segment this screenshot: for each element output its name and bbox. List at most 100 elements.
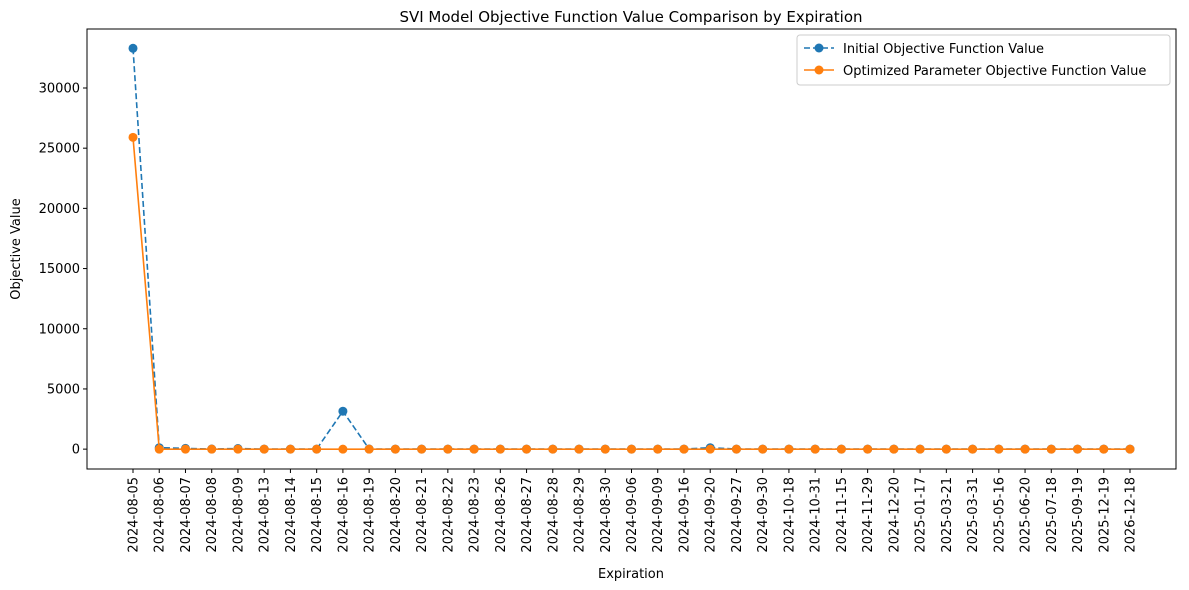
x-tick-label: 2025-01-17: [914, 477, 929, 553]
legend-label-optimized: Optimized Parameter Objective Function V…: [843, 64, 1146, 79]
y-tick-label: 10000: [39, 322, 80, 337]
x-tick-label: 2024-08-07: [179, 477, 194, 553]
x-tick-label: 2024-08-27: [520, 477, 535, 553]
x-tick-label: 2024-08-23: [468, 477, 483, 553]
data-point-optimized: [1020, 444, 1030, 454]
data-point-optimized: [180, 444, 190, 454]
data-point-optimized: [1099, 444, 1109, 454]
x-tick-label: 2024-12-20: [887, 477, 902, 553]
data-point-optimized: [679, 444, 689, 454]
y-tick-label: 20000: [39, 202, 80, 217]
y-tick-label: 5000: [47, 382, 80, 397]
data-point-optimized: [312, 444, 322, 454]
data-point-optimized: [574, 444, 584, 454]
data-point-optimized: [653, 444, 663, 454]
x-axis-title: Expiration: [598, 567, 664, 582]
x-tick-label: 2024-10-31: [809, 477, 824, 553]
x-tick-label: 2024-08-26: [494, 477, 509, 553]
x-tick-label: 2024-08-19: [363, 477, 378, 553]
x-tick-label: 2025-03-31: [966, 477, 981, 553]
data-point-optimized: [731, 444, 741, 454]
data-point-optimized: [1046, 444, 1056, 454]
data-point-optimized: [810, 444, 820, 454]
data-point-optimized: [994, 444, 1004, 454]
x-tick-label: 2024-09-16: [677, 477, 692, 553]
x-tick-label: 2025-03-21: [940, 477, 955, 553]
x-tick-label: 2024-08-05: [127, 477, 142, 553]
data-point-optimized: [259, 444, 269, 454]
data-point-optimized: [600, 444, 610, 454]
legend-entry-optimized: Optimized Parameter Objective Function V…: [804, 64, 1146, 79]
data-point-optimized: [207, 444, 217, 454]
series-layer: [128, 43, 1135, 454]
data-point-optimized: [627, 444, 636, 454]
x-tick-label: 2024-08-06: [153, 477, 168, 553]
data-point-optimized: [233, 444, 243, 454]
x-tick-label: 2025-05-16: [992, 477, 1007, 553]
x-tick-label: 2024-08-30: [599, 477, 614, 553]
data-point-optimized: [154, 444, 164, 454]
data-point-optimized: [390, 444, 400, 454]
data-point-optimized: [469, 444, 479, 454]
data-point-optimized: [863, 444, 873, 454]
y-axis-title: Objective Value: [9, 198, 24, 299]
x-tick-label: 2024-08-08: [205, 477, 220, 553]
data-point-optimized: [705, 444, 715, 454]
data-point-optimized: [968, 444, 978, 454]
x-axis: 2024-08-05 2024-08-06 2024-08-07 2024-08-08…: [127, 469, 1139, 553]
x-tick-label: 2024-08-28: [546, 477, 561, 553]
x-tick-label: 2024-08-16: [336, 477, 351, 553]
data-point-initial: [338, 406, 348, 416]
x-tick-label: 2025-06-20: [1019, 477, 1034, 553]
data-point-optimized: [443, 444, 453, 454]
data-point-optimized: [784, 444, 794, 454]
y-tick-label: 30000: [39, 81, 80, 96]
data-point-optimized: [1125, 444, 1135, 454]
x-tick-label: 2024-09-20: [704, 477, 719, 553]
data-point-optimized: [522, 444, 532, 454]
x-tick-label: 2024-09-27: [730, 477, 745, 553]
data-point-optimized: [128, 132, 138, 142]
x-tick-label: 2024-08-09: [231, 477, 246, 553]
x-tick-label: 2024-08-21: [415, 477, 430, 553]
y-axis: 0 5000 10000 15000 20000 25000 30000: [39, 81, 87, 458]
x-tick-label: 2024-08-29: [573, 477, 588, 553]
data-point-optimized: [836, 444, 846, 454]
data-point-optimized: [548, 444, 558, 454]
chart-title: SVI Model Objective Function Value Compa…: [399, 8, 862, 26]
data-point-optimized: [941, 444, 951, 454]
data-point-optimized: [915, 444, 925, 454]
legend-marker-initial: [814, 43, 824, 53]
plot-area: 0 5000 10000 15000 20000 25000 30000 2024-08-0…: [39, 28, 1177, 553]
x-tick-label: 2024-08-13: [258, 477, 273, 553]
legend-label-initial: Initial Objective Function Value: [843, 42, 1044, 57]
x-tick-label: 2024-11-29: [861, 477, 876, 553]
x-tick-label: 2024-09-30: [756, 477, 771, 553]
data-point-optimized: [364, 444, 374, 454]
data-point-optimized: [758, 444, 768, 454]
data-point-optimized: [285, 444, 295, 454]
y-tick-label: 25000: [39, 142, 80, 157]
data-point-optimized: [338, 444, 348, 454]
x-tick-label: 2024-08-14: [284, 477, 299, 553]
legend: Initial Objective Function Value Optimiz…: [796, 34, 1171, 86]
y-tick-label: 15000: [39, 262, 80, 277]
legend-box: [796, 34, 1171, 86]
data-point-optimized: [495, 444, 505, 454]
x-tick-label: 2024-08-15: [310, 477, 325, 553]
x-tick-label: 2024-08-20: [389, 477, 404, 553]
legend-marker-optimized: [814, 65, 824, 75]
x-tick-label: 2024-08-22: [441, 477, 456, 553]
x-tick-label: 2024-11-15: [835, 477, 850, 553]
x-tick-label: 2025-07-18: [1045, 477, 1060, 553]
data-point-optimized: [889, 444, 899, 454]
x-tick-label: 2024-09-09: [651, 477, 666, 553]
x-tick-label: 2025-09-19: [1071, 477, 1086, 553]
legend-entry-initial: Initial Objective Function Value: [804, 42, 1044, 57]
data-point-initial: [128, 43, 138, 53]
data-point-optimized: [1073, 444, 1083, 454]
x-tick-label: 2024-09-06: [625, 477, 640, 553]
data-point-optimized: [417, 444, 427, 454]
